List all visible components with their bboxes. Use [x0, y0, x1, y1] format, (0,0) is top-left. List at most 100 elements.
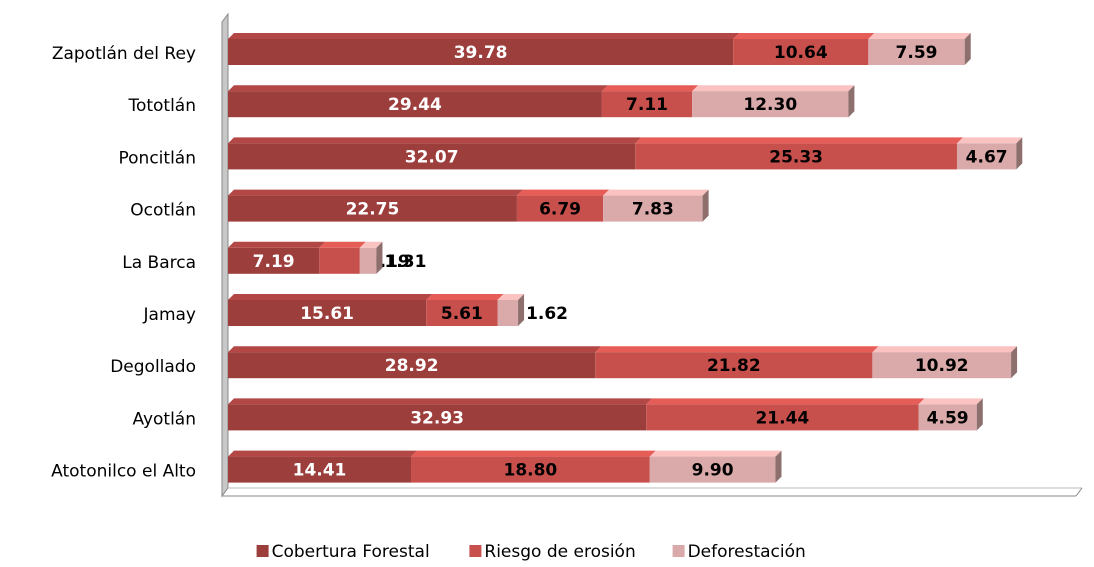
bar-side: [1016, 137, 1023, 170]
legend-swatch: [672, 545, 685, 557]
bar: [646, 404, 919, 431]
bar: [497, 300, 519, 326]
bar: [868, 39, 965, 65]
data-label: 39.78: [454, 43, 508, 63]
bar: [228, 39, 734, 65]
data-label: 6.79: [539, 200, 581, 220]
floor-edge: [1075, 487, 1083, 497]
bar: [228, 352, 596, 379]
data-label: 7.83: [632, 200, 674, 220]
bar-top: [497, 294, 525, 300]
y-tick-label: Degollado: [110, 357, 196, 377]
bar: [228, 300, 427, 326]
bar: [603, 195, 703, 222]
bar: [228, 404, 647, 431]
legend-label: Deforestación: [688, 542, 806, 562]
y-tick-label: Ocotlán: [130, 201, 196, 221]
y-tick-label: Tototlán: [127, 96, 196, 116]
legend-swatch: [469, 545, 482, 557]
data-label: 10.64: [774, 43, 828, 63]
data-label: 25.33: [769, 147, 823, 167]
bar: [516, 195, 604, 222]
bar: [692, 91, 849, 118]
y-tick-label: La Barca: [122, 253, 196, 273]
bar-side: [775, 450, 782, 483]
bar: [635, 143, 957, 170]
bar: [733, 39, 869, 65]
data-label: 1.62: [526, 304, 568, 324]
bar-side: [518, 294, 525, 326]
bar: [918, 404, 977, 431]
data-label: 22.75: [346, 200, 400, 220]
data-label: 28.92: [385, 356, 439, 376]
data-label: 1.31: [384, 252, 426, 272]
y-tick-label: Atotonilco el Alto: [51, 462, 196, 482]
bar: [411, 456, 650, 483]
bar-top: [319, 241, 366, 248]
bar-side: [848, 85, 855, 118]
data-label: 7.19: [253, 252, 295, 272]
bar-top: [603, 189, 709, 196]
bar-top: [635, 137, 963, 144]
bar-top: [359, 241, 383, 248]
data-label: 14.41: [293, 461, 347, 481]
bar-top: [956, 137, 1023, 144]
bar: [228, 456, 412, 483]
data-label: 12.30: [743, 95, 797, 115]
bar-top: [516, 189, 610, 196]
legend-label: Riesgo de erosión: [484, 542, 635, 562]
data-label: 4.67: [966, 147, 1008, 167]
y-tick-label: Poncitlán: [119, 148, 196, 168]
bar: [872, 352, 1012, 379]
bar-top: [692, 85, 855, 92]
bar: [426, 300, 498, 326]
bar-top: [411, 450, 656, 457]
data-label: 7.59: [896, 43, 938, 63]
data-label: 29.44: [388, 95, 442, 115]
bar-side: [976, 398, 983, 431]
data-label: 9.90: [692, 461, 734, 481]
data-label: 18.80: [503, 461, 557, 481]
bar-top: [228, 294, 433, 300]
bar: [319, 247, 360, 274]
bar: [228, 247, 320, 274]
bar: [228, 143, 636, 170]
bar-top: [872, 346, 1018, 353]
data-label: 5.61: [441, 304, 483, 324]
bar-top: [228, 137, 642, 144]
data-label: 10.92: [915, 356, 969, 376]
bar-top: [595, 346, 879, 353]
bar: [649, 456, 776, 483]
bar-top: [228, 241, 326, 248]
bar: [956, 143, 1017, 170]
bar-top: [228, 189, 523, 196]
bar-top: [733, 33, 875, 39]
bar-top: [649, 450, 782, 457]
data-label: 4.59: [927, 408, 969, 428]
bar-side: [1011, 346, 1018, 379]
bar-top: [228, 33, 740, 39]
bar: [228, 91, 602, 118]
legend-label: Cobertura Forestal: [272, 542, 430, 562]
data-label: 15.61: [300, 304, 354, 324]
bar-top: [228, 346, 602, 353]
data-label: 21.44: [755, 408, 809, 428]
bar-top: [426, 294, 504, 300]
y-tick-label: Zapotlán del Rey: [52, 44, 196, 64]
bar-side: [964, 33, 971, 65]
bar: [228, 195, 517, 222]
data-label: 7.11: [626, 95, 668, 115]
bar: [595, 352, 873, 379]
bar-top: [228, 398, 653, 405]
data-label: 32.93: [410, 408, 464, 428]
bar-top: [918, 398, 983, 405]
bar: [601, 91, 693, 118]
y-tick-label: Ayotlán: [132, 409, 196, 429]
bar-top: [228, 450, 418, 457]
bar-top: [646, 398, 925, 405]
bar-top: [228, 85, 608, 92]
axis-wall: [221, 12, 229, 498]
data-label: 21.82: [707, 356, 761, 376]
y-tick-label: Jamay: [143, 305, 196, 325]
